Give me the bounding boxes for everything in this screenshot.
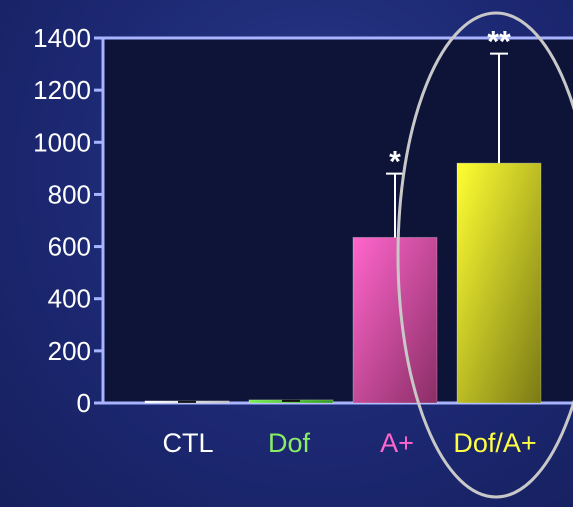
x-category-label: A+ — [380, 428, 414, 458]
y-tick-label: 200 — [48, 336, 91, 366]
y-tick-label: 1400 — [33, 23, 91, 53]
highlight-ellipse — [396, 11, 573, 499]
x-category-label: Dof — [268, 428, 311, 458]
x-category-label: Dof/A+ — [453, 428, 536, 458]
bar-a- — [352, 236, 438, 404]
significance-marker: * — [389, 146, 401, 179]
y-tick-label: 600 — [48, 232, 91, 262]
bar-dof-a- — [456, 162, 542, 404]
y-tick-label: 400 — [48, 284, 91, 314]
x-category-label: CTL — [162, 428, 213, 458]
significance-marker: ** — [487, 26, 511, 59]
y-tick-label: 0 — [77, 388, 91, 418]
y-tick-label: 800 — [48, 179, 91, 209]
y-tick-label: 1000 — [33, 127, 91, 157]
y-tick-label: 1200 — [33, 75, 91, 105]
